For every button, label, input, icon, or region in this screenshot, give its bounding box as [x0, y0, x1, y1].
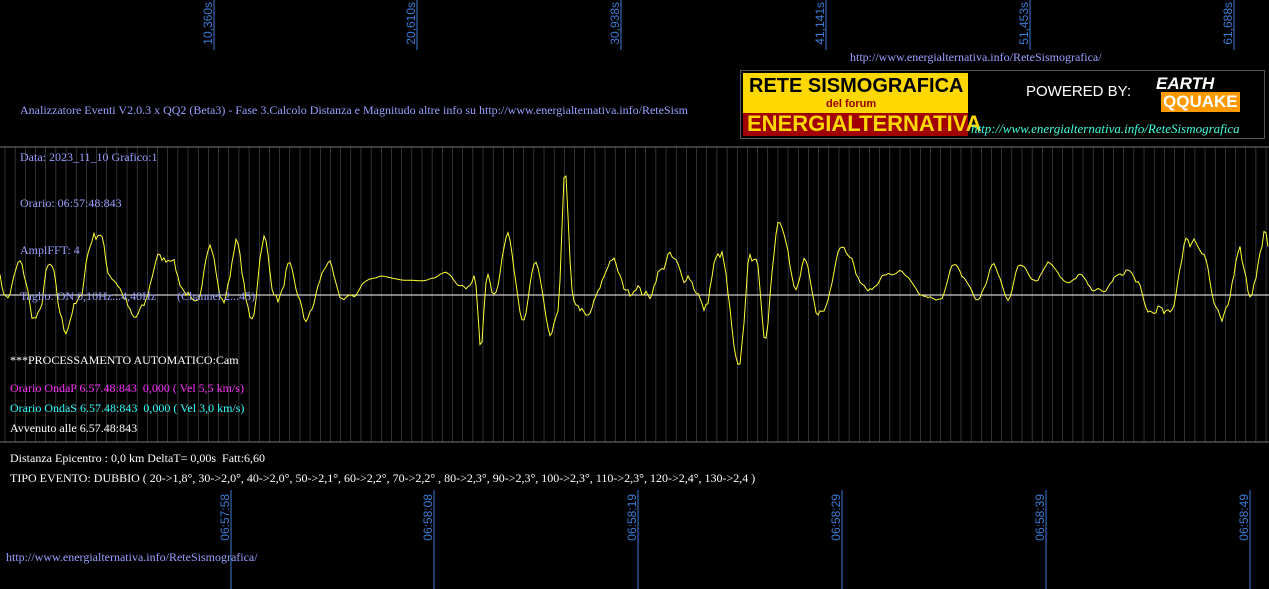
logo-brand: ENERGIALTERNATIVA	[747, 111, 982, 136]
processing-mode: ***PROCESSAMENTO AUTOMATICO:Cam	[10, 353, 239, 367]
time-top-label: 30,938s	[608, 2, 622, 45]
wave-p: Orario OndaP 6.57.48:843 0,000 ( Vel 5,5…	[10, 381, 244, 395]
logo-link: http://www.energialternativa.info/ReteSi…	[971, 121, 1240, 136]
time-top-label: 51,453s	[1017, 2, 1031, 45]
logo-top	[743, 73, 968, 117]
time-top-label: 10,360s	[201, 2, 215, 45]
logo-earth: EARTH	[1156, 74, 1215, 93]
logo-title: RETE SISMOGRAFICA	[749, 75, 964, 97]
time-bottom-label: 06:58:08	[421, 494, 435, 541]
time-top-label: 20,610s	[404, 2, 418, 45]
time-bottom-label: 06:58:29	[829, 494, 843, 541]
top-link: http://www.energialternativa.info/ReteSi…	[850, 50, 1102, 64]
header-line: Analizzatore Eventi V2.0.3 x QQ2 (Beta3)…	[20, 103, 688, 117]
logo-band	[743, 113, 968, 136]
waveform	[0, 175, 1269, 365]
header-line: Orario: 06:57:48:843	[20, 196, 122, 210]
header: Analizzatore Eventi V2.0.3 x QQ2 (Beta3)…	[20, 72, 688, 320]
time-top-label: 41,141s	[813, 2, 827, 45]
bottom-link: http://www.energialternativa.info/ReteSi…	[6, 550, 258, 564]
distance: Distanza Epicentro : 0,0 km DeltaT= 0,00…	[10, 451, 266, 465]
time-bottom-label: 06:58:19	[625, 494, 639, 541]
occurred: Avvenuto alle 6.57.48:843	[10, 421, 138, 435]
time-bottom-label: 06:57:58	[218, 494, 232, 541]
time-axes: 10,360s 20,610s 30,938s 41,141s 51,453s 61,68…	[201, 0, 1251, 589]
time-bottom-label: 06:58:49	[1237, 494, 1251, 541]
logo: RETE SISMOGRAFICA del forum ENERGIALTERN…	[740, 70, 1265, 139]
logo-quake: QQUAKE	[1161, 92, 1240, 112]
header-line: AmplFFT: 4	[20, 242, 80, 257]
wave-s: Orario OndaS 6.57.48:843 0,000 ( Vel 3,0…	[10, 401, 245, 415]
time-bottom-label: 06:58:39	[1033, 494, 1047, 541]
time-top-label: 61,688s	[1221, 2, 1235, 45]
event-type: TIPO EVENTO: DUBBIO ( 20->1,8°, 30->2,0°…	[10, 471, 756, 485]
logo-powered: POWERED BY:	[1026, 83, 1132, 100]
header-line: Taglio: ON 0,10Hz...4,40Hz (Channel 2...…	[20, 289, 256, 303]
header-line: Data: 2023_11_10 Grafico:1	[20, 149, 158, 164]
logo-subtitle: del forum	[826, 98, 877, 110]
